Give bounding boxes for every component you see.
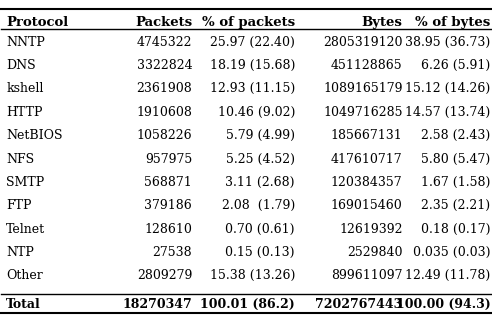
- Text: 568871: 568871: [145, 176, 192, 189]
- Text: 3.11 (2.68): 3.11 (2.68): [225, 176, 295, 189]
- Text: NFS: NFS: [6, 152, 34, 165]
- Text: 1058226: 1058226: [137, 129, 192, 142]
- Text: NNTP: NNTP: [6, 36, 45, 49]
- Text: % of bytes: % of bytes: [415, 16, 491, 29]
- Text: 0.035 (0.03): 0.035 (0.03): [413, 246, 491, 259]
- Text: SMTP: SMTP: [6, 176, 45, 189]
- Text: 100.01 (86.2): 100.01 (86.2): [200, 297, 295, 311]
- Text: NetBIOS: NetBIOS: [6, 129, 63, 142]
- Text: 10.46 (9.02): 10.46 (9.02): [217, 106, 295, 119]
- Text: 0.70 (0.61): 0.70 (0.61): [225, 223, 295, 236]
- Text: 899611097: 899611097: [331, 269, 402, 282]
- Text: 957975: 957975: [145, 152, 192, 165]
- Text: 1.67 (1.58): 1.67 (1.58): [421, 176, 491, 189]
- Text: 0.15 (0.13): 0.15 (0.13): [225, 246, 295, 259]
- Text: 7202767443: 7202767443: [315, 297, 402, 311]
- Text: DNS: DNS: [6, 59, 36, 72]
- Text: 12.93 (11.15): 12.93 (11.15): [210, 82, 295, 95]
- Text: 2.35 (2.21): 2.35 (2.21): [422, 199, 491, 212]
- Text: 5.79 (4.99): 5.79 (4.99): [226, 129, 295, 142]
- Text: 12619392: 12619392: [339, 223, 402, 236]
- Text: 5.25 (4.52): 5.25 (4.52): [226, 152, 295, 165]
- Text: 38.95 (36.73): 38.95 (36.73): [405, 36, 491, 49]
- Text: Packets: Packets: [135, 16, 192, 29]
- Text: 1089165179: 1089165179: [323, 82, 402, 95]
- Text: 169015460: 169015460: [331, 199, 402, 212]
- Text: 2805319120: 2805319120: [323, 36, 402, 49]
- Text: 27538: 27538: [153, 246, 192, 259]
- Text: 120384357: 120384357: [331, 176, 402, 189]
- Text: 2.08  (1.79): 2.08 (1.79): [222, 199, 295, 212]
- Text: 6.26 (5.91): 6.26 (5.91): [421, 59, 491, 72]
- Text: 2361908: 2361908: [136, 82, 192, 95]
- Text: Telnet: Telnet: [6, 223, 45, 236]
- Text: FTP: FTP: [6, 199, 32, 212]
- Text: kshell: kshell: [6, 82, 44, 95]
- Text: 15.38 (13.26): 15.38 (13.26): [210, 269, 295, 282]
- Text: 5.80 (5.47): 5.80 (5.47): [421, 152, 491, 165]
- Text: 12.49 (11.78): 12.49 (11.78): [405, 269, 491, 282]
- Text: 15.12 (14.26): 15.12 (14.26): [405, 82, 491, 95]
- Text: HTTP: HTTP: [6, 106, 43, 119]
- Text: NTP: NTP: [6, 246, 34, 259]
- Text: Other: Other: [6, 269, 43, 282]
- Text: 1049716285: 1049716285: [323, 106, 402, 119]
- Text: 4745322: 4745322: [137, 36, 192, 49]
- Text: 2809279: 2809279: [137, 269, 192, 282]
- Text: 100.00 (94.3): 100.00 (94.3): [396, 297, 491, 311]
- Text: Protocol: Protocol: [6, 16, 68, 29]
- Text: % of packets: % of packets: [202, 16, 295, 29]
- Text: 2.58 (2.43): 2.58 (2.43): [421, 129, 491, 142]
- Text: 2529840: 2529840: [347, 246, 402, 259]
- Text: 14.57 (13.74): 14.57 (13.74): [405, 106, 491, 119]
- Text: 0.18 (0.17): 0.18 (0.17): [421, 223, 491, 236]
- Text: 25.97 (22.40): 25.97 (22.40): [210, 36, 295, 49]
- Text: 18270347: 18270347: [123, 297, 192, 311]
- Text: 379186: 379186: [145, 199, 192, 212]
- Text: 417610717: 417610717: [331, 152, 402, 165]
- Text: 128610: 128610: [144, 223, 192, 236]
- Text: 451128865: 451128865: [331, 59, 402, 72]
- Text: 185667131: 185667131: [331, 129, 402, 142]
- Text: Total: Total: [6, 297, 41, 311]
- Text: Bytes: Bytes: [362, 16, 402, 29]
- Text: 3322824: 3322824: [137, 59, 192, 72]
- Text: 18.19 (15.68): 18.19 (15.68): [210, 59, 295, 72]
- Text: 1910608: 1910608: [136, 106, 192, 119]
